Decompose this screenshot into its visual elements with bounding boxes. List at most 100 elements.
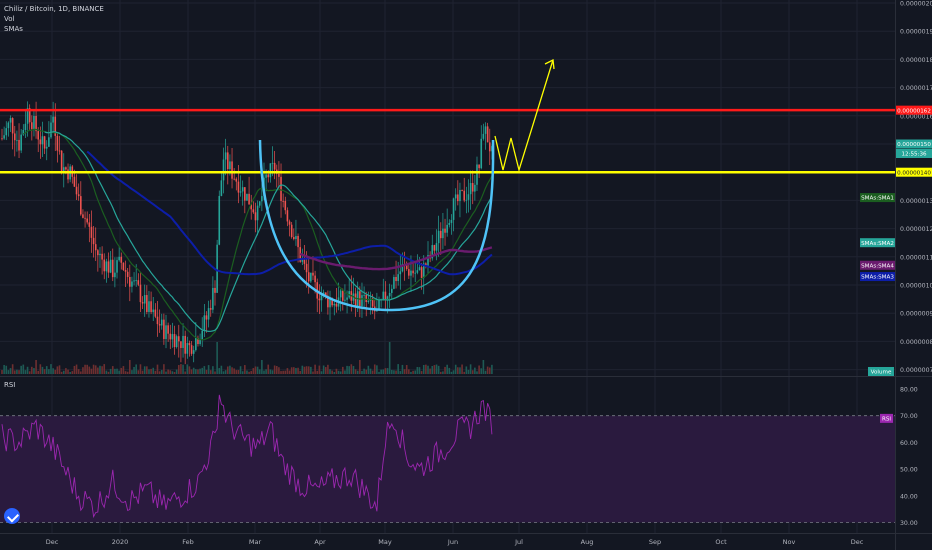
price-tag-bg-5 [860, 238, 895, 248]
candle-body-59 [126, 271, 129, 278]
candle-body-88 [188, 343, 191, 346]
candle-body-57 [122, 262, 125, 271]
candle-body-75 [160, 319, 163, 326]
volume-bar-32 [69, 371, 71, 374]
symbol-title[interactable]: Chiliz / Bitcoin, 1D, BINANCE [4, 5, 104, 13]
candle-body-4 [9, 118, 12, 123]
volume-bar-30 [65, 368, 67, 374]
candle-body-12 [26, 108, 29, 124]
volume-bar-60 [129, 360, 131, 374]
volume-bar-14 [31, 366, 33, 374]
candle-body-229 [488, 142, 491, 152]
candle-body-223 [476, 164, 478, 185]
candle-body-63 [135, 280, 137, 281]
candle-body-150 [320, 295, 323, 301]
candle-body-182 [388, 292, 391, 297]
candle-body-196 [418, 267, 421, 271]
volume-bar-129 [275, 365, 278, 374]
volume-bar-17 [37, 370, 40, 374]
volume-bar-195 [416, 366, 419, 374]
time-tick-0: Dec [46, 538, 59, 546]
volume-bar-148 [316, 370, 319, 374]
volume-bar-83 [177, 365, 180, 374]
volume-bar-147 [314, 364, 316, 374]
time-tick-6: Jun [447, 538, 458, 546]
volume-bar-66 [141, 370, 144, 374]
volume-bar-77 [165, 371, 167, 374]
volume-bar-116 [248, 371, 250, 374]
candle-body-17 [37, 131, 40, 140]
sma4-line [299, 246, 493, 271]
candle-body-111 [237, 181, 240, 193]
candle-body-51 [109, 259, 112, 273]
volume-bar-5 [11, 364, 14, 374]
volume-bar-33 [71, 371, 74, 374]
drawings[interactable] [0, 59, 895, 312]
volume-bar-219 [467, 369, 470, 374]
indicator-smas-label[interactable]: SMAs [4, 25, 23, 33]
volume-bar-72 [154, 370, 157, 374]
candle-body-64 [137, 280, 140, 285]
volume-bar-16 [35, 360, 37, 374]
time-tick-7: Jul [514, 538, 523, 546]
tradingview-logo-icon[interactable] [4, 508, 20, 524]
volume-bar-98 [209, 370, 212, 374]
candle-body-53 [114, 272, 116, 278]
rsi-tick-5: 30.00 [900, 520, 918, 527]
candle-body-228 [486, 126, 489, 143]
volume-bar-228 [486, 366, 489, 374]
volume-bar-127 [271, 370, 274, 374]
volume-bar-208 [444, 366, 446, 374]
rsi-tick-0: 80.00 [900, 387, 918, 394]
candle-body-101 [216, 244, 218, 293]
time-axis[interactable]: Dec 2020 Feb Mar Apr May Jun Jul Aug Sep Oct Nov Dec [46, 538, 864, 546]
cup-curve [258, 139, 495, 312]
volume-bar-54 [116, 368, 118, 374]
candle-body-154 [329, 299, 331, 308]
volume-bar-160 [342, 366, 344, 374]
volume-bar-26 [56, 366, 59, 374]
volume-bar-8 [18, 370, 20, 374]
volume-bar-4 [9, 368, 12, 374]
volume-bar-133 [284, 370, 287, 374]
volume-bar-90 [192, 367, 195, 374]
volume-bar-176 [376, 365, 378, 374]
volume-bar-85 [182, 364, 184, 374]
price-tag-8: Volume [871, 370, 892, 376]
volume-bar-23 [50, 364, 52, 374]
volume-bar-46 [99, 365, 101, 374]
candle-body-220 [469, 183, 472, 195]
candle-body-149 [318, 298, 321, 301]
candle-body-155 [331, 299, 333, 306]
volume-bar-6 [13, 370, 16, 374]
volume-bar-162 [346, 365, 348, 374]
candle-body-35 [75, 186, 78, 195]
candle-body-221 [471, 183, 474, 192]
volume-bar-157 [335, 368, 338, 374]
volume-bar-11 [24, 370, 27, 374]
volume-bar-178 [380, 369, 382, 374]
volume-bar-128 [273, 365, 276, 374]
volume-bar-48 [103, 364, 106, 374]
volume-bar-20 [43, 369, 46, 374]
candle-body-49 [105, 261, 108, 272]
volume-bar-118 [252, 368, 255, 374]
volume-bars [1, 342, 493, 374]
volume-bar-149 [318, 365, 321, 374]
candle-body-67 [143, 295, 146, 304]
candle-body-66 [141, 302, 144, 304]
rsi-axis[interactable]: 80.00 70.00 60.00 50.00 40.00 30.00 [900, 387, 918, 528]
volume-bar-124 [265, 369, 267, 374]
candle-body-29 [62, 167, 65, 174]
time-tick-3: Mar [249, 538, 262, 546]
volume-bar-123 [263, 370, 265, 374]
candle-body-3 [7, 122, 10, 129]
candle-body-202 [431, 245, 434, 259]
volume-bar-117 [250, 371, 253, 374]
candle-body-215 [459, 189, 461, 202]
candles[interactable] [1, 101, 493, 365]
indicator-vol-label[interactable]: Vol [4, 15, 15, 23]
rsi-pane-label[interactable]: RSI [4, 381, 16, 389]
